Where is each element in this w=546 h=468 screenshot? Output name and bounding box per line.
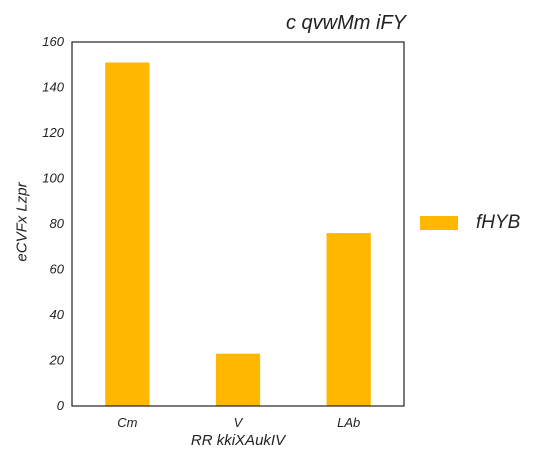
y-tick-label: 120 [42,125,64,140]
bar-cm [105,62,150,406]
x-tick-label: V [234,415,244,430]
y-tick-label: 100 [42,171,64,186]
y-tick-label: 60 [50,262,65,277]
legend-swatch [420,216,458,230]
x-tick-label: LAb [337,415,360,430]
y-tick-label: 40 [50,307,65,322]
y-tick-label: 140 [42,80,64,95]
y-tick-label: 20 [49,353,65,368]
x-tick-label: Cm [117,415,137,430]
y-tick-label: 160 [42,34,64,49]
y-tick-label: 80 [50,216,65,231]
x-axis-label: RR kkiXAukIV [190,432,286,449]
legend: fHYB [420,212,520,234]
y-axis-label: eCVFx Lzpr [13,182,31,262]
bar-lab [326,233,371,406]
y-tick-label: 0 [57,398,65,413]
legend-label: fHYB [476,212,521,233]
chart-title: c qvwMm iFY [286,12,406,34]
bar-v [215,353,261,406]
axes-frame [71,41,405,407]
